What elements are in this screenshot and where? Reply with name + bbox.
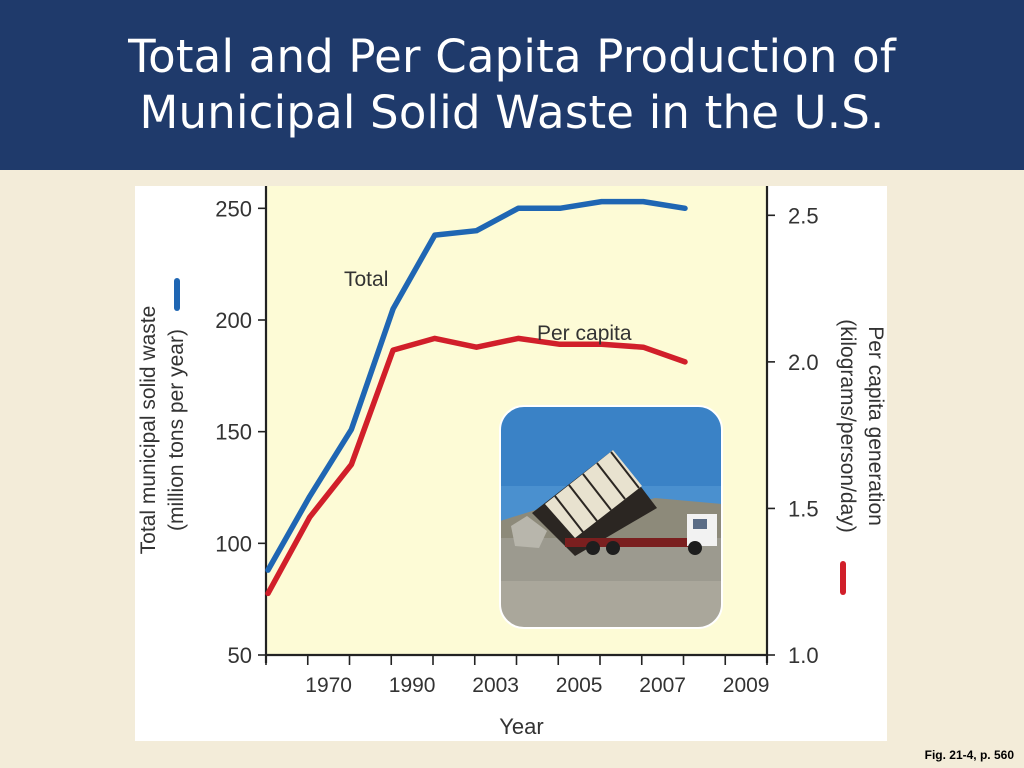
photo-debris — [511, 516, 547, 548]
series-label-total: Total — [344, 268, 388, 291]
y-left-tick-label: 150 — [215, 420, 252, 445]
truck-chassis — [565, 538, 695, 547]
truck-bed-panel — [545, 450, 642, 538]
y-left-tick-label: 200 — [215, 308, 252, 333]
truck-wheel — [606, 541, 620, 555]
y-right-label-line2: (kilograms/person/day) — [836, 319, 859, 533]
x-tick-label: 2009 — [723, 674, 770, 697]
truck-wheel — [688, 541, 702, 555]
chart: 50 100 150 200 250 1.0 1.5 2.0 2.5 1970 1990 2003 20… — [137, 186, 887, 739]
figure-panel: 50 100 150 200 250 1.0 1.5 2.0 2.5 1970 1990 2003 20… — [135, 186, 1014, 762]
y-right-tick-label: 1.5 — [788, 496, 819, 521]
x-axis-label: Year — [499, 714, 543, 739]
y-left-axis-title: Total municipal solid waste (million tons… — [137, 306, 188, 555]
x-tick-label: 2003 — [472, 674, 519, 697]
truck-bed-rib — [582, 473, 612, 511]
figure-caption: Fig. 21-4, p. 560 — [924, 748, 1014, 762]
y-right-axis-title: Per capita generation(kilograms/person/d… — [836, 319, 887, 533]
y-right-label-line1: Per capita generation — [864, 326, 887, 526]
y-left-tick-label: 250 — [215, 196, 252, 221]
x-tick-label: 1970 — [305, 674, 352, 697]
y-right-tick-label: 2.0 — [788, 350, 819, 375]
y-left-tick-label: 100 — [215, 531, 252, 556]
truck-bed-rib — [568, 484, 598, 522]
x-tick-label: 1990 — [389, 674, 436, 697]
x-tick-label: 2005 — [556, 674, 603, 697]
y-left-tick-label: 50 — [228, 643, 252, 668]
truck-cab — [687, 514, 717, 546]
truck-bed-rib — [554, 495, 584, 533]
y-left-label-line2: (million tons per year) — [165, 329, 188, 531]
slide-header: Total and Per Capita Production of Munic… — [0, 0, 1024, 170]
truck-bed-rib — [596, 462, 626, 500]
truck-window — [693, 519, 707, 529]
slide-title-line2: Municipal Solid Waste in the U.S. — [139, 86, 885, 139]
dump-truck-photo — [500, 406, 722, 628]
x-tick-label: 2007 — [639, 674, 686, 697]
y-right-tick-label: 1.0 — [788, 643, 819, 668]
photo-frame — [499, 405, 723, 629]
photo-foreground — [500, 581, 722, 628]
series-label-per-capita: Per capita — [537, 322, 632, 345]
y-left-label-line1: Total municipal solid waste — [137, 306, 160, 555]
truck-bed-rib — [610, 451, 640, 489]
y-right-tick-label: 2.5 — [788, 203, 819, 228]
truck-wheel — [586, 541, 600, 555]
slide-title-line1: Total and Per Capita Production of — [128, 30, 896, 83]
